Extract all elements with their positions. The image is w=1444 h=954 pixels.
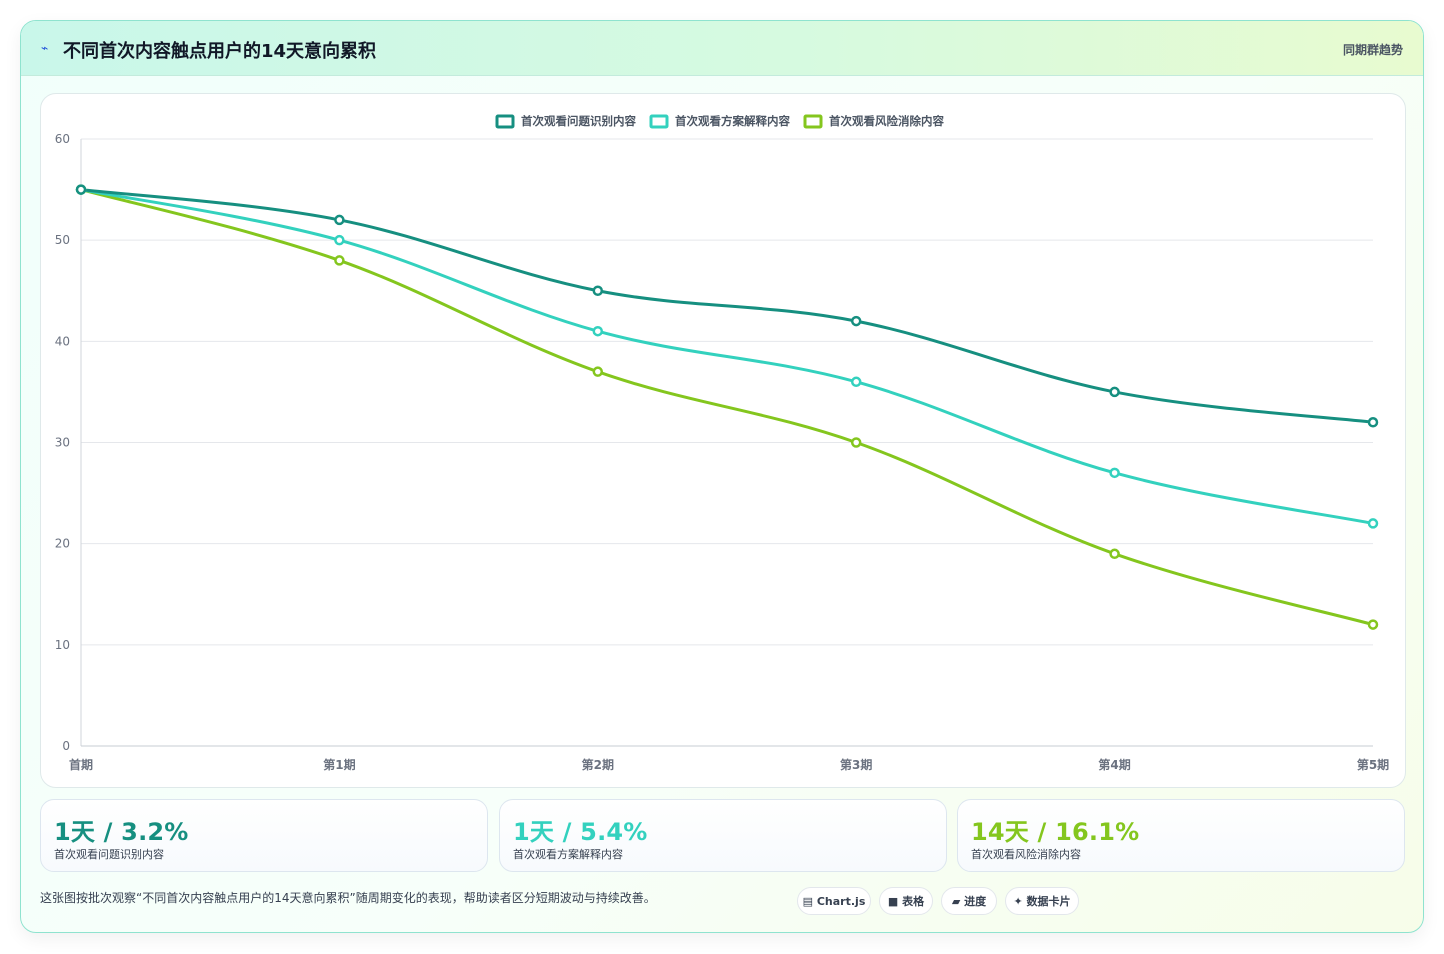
data-point-s1	[592, 285, 604, 296]
data-point-s1	[1367, 417, 1379, 428]
data-point-s1	[75, 184, 87, 195]
y-tick-label: 30	[55, 436, 70, 450]
stat-label-1: 首次观看问题识别内容	[54, 848, 164, 861]
chart-title: 不同首次内容触点用户的14天意向累积	[63, 41, 377, 62]
chart-card: ⌁ 不同首次内容触点用户的14天意向累积 同期群趋势 0 10 20 30 40 50 60…	[20, 20, 1424, 933]
lightning-icon: ⌁	[41, 41, 49, 55]
data-card-chip[interactable]: ✦ 数据卡片	[1005, 887, 1079, 915]
data-point-s3	[334, 255, 345, 266]
table-icon: ■	[887, 895, 899, 908]
progress-chip[interactable]: ▰ 进度	[941, 887, 997, 915]
card-header: ⌁ 不同首次内容触点用户的14天意向累积 同期群趋势	[21, 21, 1423, 76]
x-tick-label: 第2期	[582, 757, 614, 772]
series-line-2	[79, 188, 1375, 525]
stat-value-1: 1天 / 3.2%	[54, 818, 189, 846]
chart-panel: 0 10 20 30 40 50 60 首期 第1期 第2期 第3期 第4期 第5期 首次观看问题识别内…	[40, 93, 1406, 788]
data-point-s3	[1109, 548, 1120, 560]
chartjs-chip[interactable]: ▤ Chart.js	[797, 887, 871, 915]
stat-value-3: 14天 / 16.1%	[971, 818, 1140, 846]
data-point-s3	[1367, 619, 1379, 630]
legend-swatch-1	[495, 114, 515, 129]
stat-card-1: 1天 / 3.2% 首次观看问题识别内容	[40, 799, 488, 872]
chart-icon: ▤	[802, 895, 814, 908]
x-tick-label: 第1期	[323, 757, 355, 772]
y-tick-label: 0	[62, 739, 70, 753]
x-tick-label: 第3期	[840, 757, 872, 772]
series-line-3	[79, 188, 1375, 627]
axes: 0 10 20 30 40 50 60 首期 第1期 第2期 第3期 第4期 第5期	[55, 132, 1389, 772]
data-point-s3	[592, 366, 604, 377]
data-point-s2	[334, 234, 345, 246]
x-tick-label: 第5期	[1357, 757, 1389, 772]
progress-icon: ▰	[951, 895, 961, 908]
y-tick-label: 10	[55, 638, 70, 652]
legend: 首次观看问题识别内容 首次观看方案解释内容 首次观看风险消除内容	[495, 114, 944, 129]
legend-swatch-2	[649, 114, 669, 129]
data-point-s1	[334, 214, 345, 226]
series-points	[75, 184, 1379, 630]
grid-lines	[81, 138, 1373, 747]
y-tick-label: 20	[55, 537, 70, 551]
data-point-s2	[592, 325, 604, 337]
cohort-trend-tag: 同期群趋势	[1342, 43, 1403, 57]
table-chip[interactable]: ■ 表格	[879, 887, 933, 915]
chip-label-table: 表格	[902, 895, 925, 908]
stat-label-2: 首次观看方案解释内容	[513, 848, 623, 861]
y-tick-label: 50	[55, 233, 70, 247]
data-point-s1	[1109, 386, 1120, 398]
legend-label-3: 首次观看风险消除内容	[829, 114, 944, 128]
chart-note: 这张图按批次观察“不同首次内容触点用户的14天意向累积”随周期变化的表现，帮助读…	[40, 891, 656, 905]
chip-label-data-card: 数据卡片	[1026, 895, 1071, 908]
data-point-s3	[850, 437, 862, 448]
data-point-s1	[850, 315, 862, 327]
stat-value-2: 1天 / 5.4%	[513, 818, 648, 846]
line-chart: 0 10 20 30 40 50 60 首期 第1期 第2期 第3期 第4期 第5期 首次观看问题识别内…	[55, 114, 1389, 772]
x-tick-label: 第4期	[1098, 757, 1130, 772]
chip-label-chartjs: Chart.js	[816, 895, 866, 908]
chip-label-progress: 进度	[964, 895, 987, 908]
x-tick-label: 首期	[69, 757, 93, 772]
data-point-s2	[1367, 518, 1379, 529]
stat-card-2: 1天 / 5.4% 首次观看方案解释内容	[499, 799, 947, 872]
data-point-s2	[850, 376, 862, 388]
series-lines	[79, 188, 1375, 627]
legend-label-2: 首次观看方案解释内容	[675, 114, 790, 128]
y-tick-label: 40	[55, 334, 70, 348]
data-point-s2	[1109, 467, 1120, 479]
y-tick-label: 60	[55, 132, 70, 146]
legend-label-1: 首次观看问题识别内容	[521, 114, 636, 128]
stat-label-3: 首次观看风险消除内容	[971, 848, 1081, 861]
sparkle-icon: ✦	[1013, 895, 1023, 908]
stat-card-3: 14天 / 16.1% 首次观看风险消除内容	[957, 799, 1405, 872]
series-line-1	[79, 188, 1375, 424]
legend-swatch-3	[803, 114, 823, 129]
